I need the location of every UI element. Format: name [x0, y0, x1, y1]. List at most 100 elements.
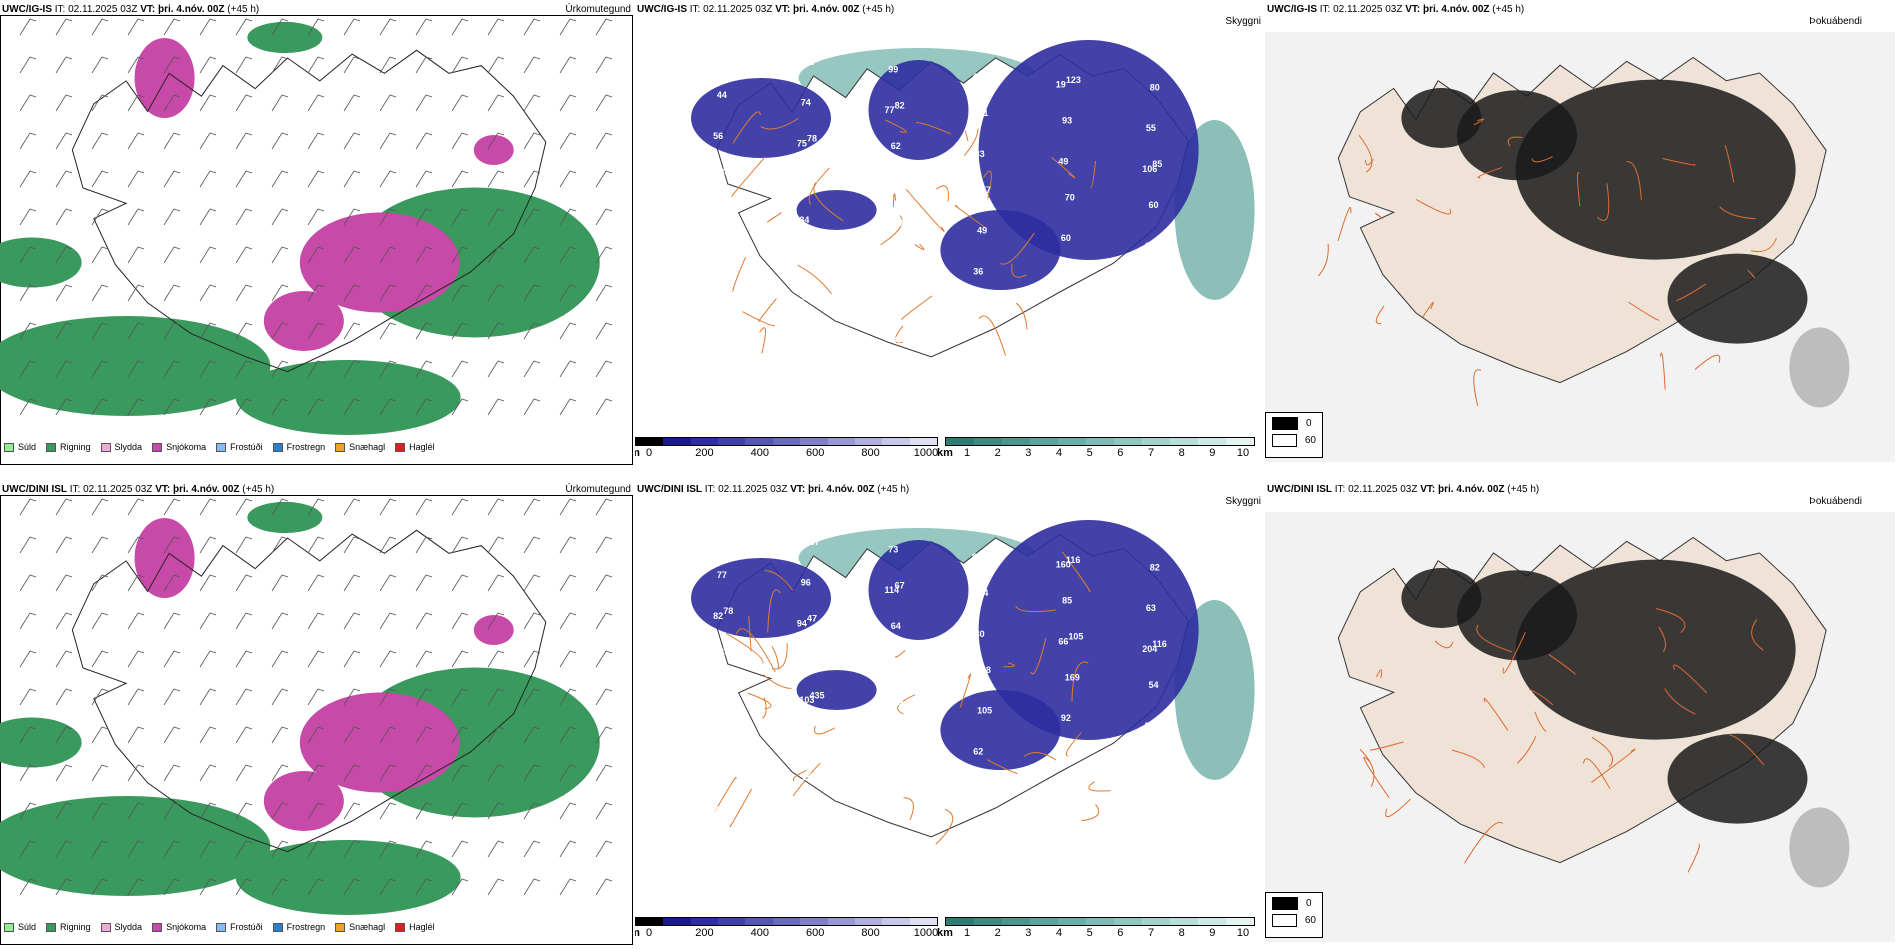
road-line	[767, 589, 781, 633]
wind-barb	[235, 802, 253, 820]
visibility-value: 19	[1056, 80, 1066, 90]
wind-barb	[235, 246, 253, 264]
road-line	[983, 170, 992, 199]
visibility-value: 45	[721, 841, 731, 851]
road-line	[1464, 821, 1504, 864]
colorbar-step	[909, 918, 937, 925]
wind-barb	[163, 536, 181, 554]
wind-barb	[271, 650, 289, 668]
colorbar-step	[946, 918, 974, 925]
fog-legend-row: 0	[1272, 897, 1316, 910]
wind-barb	[19, 498, 37, 516]
road-line	[935, 185, 949, 202]
wind-barb	[451, 688, 469, 706]
wind-barb	[199, 840, 217, 858]
wind-barb	[379, 18, 397, 36]
visibility-value: 71	[978, 108, 988, 118]
wind-barb	[559, 764, 577, 782]
wind-barb	[127, 360, 145, 378]
wind-barb	[523, 688, 541, 706]
colorbar-step	[745, 918, 773, 925]
legend-swatch	[152, 442, 163, 452]
visibility-value: 50	[1145, 721, 1155, 731]
wind-barb	[271, 322, 289, 340]
wind-barb	[127, 322, 145, 340]
wind-barb	[379, 56, 397, 74]
wind-barb	[595, 208, 613, 226]
wind-barb	[451, 56, 469, 74]
road-line	[964, 130, 969, 142]
legend-label: Snjókoma	[166, 922, 207, 932]
visibility-value: 212	[803, 174, 818, 184]
fog-area	[1789, 807, 1850, 888]
wind-barb	[235, 132, 253, 150]
visibility-value: 146	[1060, 351, 1075, 361]
visibility-value: 90	[976, 823, 986, 833]
wind-barb	[55, 726, 73, 744]
visibility-value: 75	[797, 138, 807, 148]
wind-barb	[163, 18, 181, 36]
wind-barb	[451, 94, 469, 112]
fog-panel-bottom: UWC/DINI ISL IT: 02.11.2025 03Z VT: þri.…	[1265, 480, 1900, 950]
road-line	[735, 628, 776, 673]
wind-barb	[127, 398, 145, 416]
visibility-value: 111	[980, 782, 994, 792]
road-line	[1673, 664, 1708, 694]
wind-barb	[19, 132, 37, 150]
legend-swatch	[152, 922, 163, 932]
wind-barb	[343, 132, 361, 150]
colorbar-step	[827, 438, 855, 445]
map-frame	[0, 495, 633, 945]
wind-barb	[379, 688, 397, 706]
wind-barb	[55, 170, 73, 188]
wind-barb	[451, 726, 469, 744]
wind-barb	[415, 284, 433, 302]
wind-barb	[487, 726, 505, 744]
colorbar-tick: 800	[861, 447, 880, 459]
road-line	[1000, 232, 1035, 265]
visibility-value: 60	[1061, 233, 1071, 243]
wind-barb	[379, 284, 397, 302]
visibility-value: 82	[713, 611, 723, 621]
wind-barb	[235, 398, 253, 416]
wind-barb	[235, 878, 253, 896]
wind-barb	[271, 726, 289, 744]
fog-dense-area	[1667, 733, 1808, 824]
road-line	[1534, 711, 1547, 733]
wind-barb	[523, 284, 541, 302]
wind-barb	[127, 170, 145, 188]
wind-barb	[595, 878, 613, 896]
wind-barb	[595, 170, 613, 188]
panel-header: UWC/DINI ISL IT: 02.11.2025 03Z VT: þri.…	[2, 484, 275, 495]
precip-legend: Súld Rigning Slydda Snjókoma Frostúði Frostre…	[4, 442, 435, 452]
visibility-value: 16	[1155, 716, 1165, 726]
wind-barb	[199, 132, 217, 150]
road-line	[808, 167, 830, 205]
wind-barb	[379, 94, 397, 112]
colorbar-step	[718, 438, 746, 445]
visibility-value: 55	[1146, 123, 1156, 133]
wind-barb	[559, 94, 577, 112]
visibility-value: 85	[1152, 159, 1162, 169]
legend-swatch	[335, 442, 346, 452]
visibility-value: 435	[810, 690, 825, 700]
wind-barb	[595, 284, 613, 302]
colorbar-tick: 400	[750, 927, 769, 939]
visibility-value: 86	[722, 724, 732, 734]
wind-barb	[307, 498, 325, 516]
legend-item: Snjókoma	[152, 442, 206, 452]
road-line	[880, 215, 903, 246]
visibility-value: 68	[712, 728, 722, 738]
wind-barb	[451, 208, 469, 226]
visibility-value: 68	[1067, 749, 1077, 759]
high-terrain-area	[940, 690, 1061, 770]
panel-header: UWC/IG-IS IT: 02.11.2025 03Z VT: þri. 4.…	[637, 4, 895, 15]
legend-label: Snæhagl	[349, 442, 386, 452]
visibility-value: 58	[981, 665, 991, 675]
wind-barb	[199, 284, 217, 302]
wind-barb	[163, 56, 181, 74]
height-colorbar	[635, 437, 938, 446]
wind-barb	[415, 650, 433, 668]
colorbar-unit: m	[635, 927, 640, 939]
road-line	[1658, 626, 1667, 653]
